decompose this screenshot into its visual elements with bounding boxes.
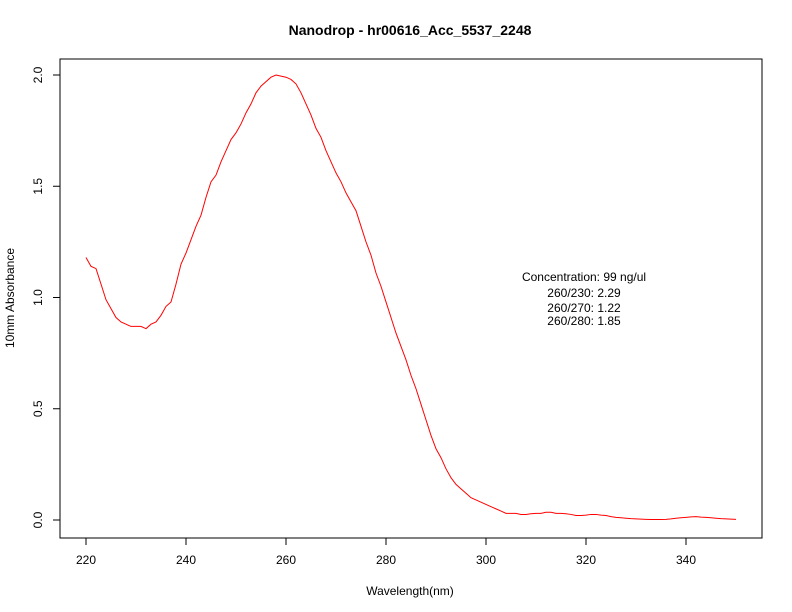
y-tick-label: 1.0 [31, 289, 45, 306]
y-tick-label: 0.5 [31, 400, 45, 417]
x-tick-label: 220 [76, 553, 96, 567]
ratio-260-270-text: 260/270: 1.22 [547, 301, 621, 315]
stats-annotation: Concentration: 99 ng/ul 260/230: 2.29 26… [522, 270, 646, 328]
chart-title: Nanodrop - hr00616_Acc_5537_2248 [289, 22, 532, 38]
y-tick-label: 2.0 [31, 66, 45, 83]
ratio-260-280-text: 260/280: 1.85 [547, 314, 621, 328]
y-tick-label: 0.0 [31, 511, 45, 528]
y-tick-label: 1.5 [31, 178, 45, 195]
x-axis-label: Wavelength(nm) [366, 584, 454, 598]
y-axis-label: 10mm Absorbance [3, 248, 17, 348]
x-axis: 220 240 260 280 300 320 340 [76, 537, 696, 567]
x-tick-label: 260 [276, 553, 296, 567]
ratio-260-230-text: 260/230: 2.29 [547, 286, 621, 300]
absorbance-line [85, 74, 737, 521]
x-tick-label: 340 [676, 553, 696, 567]
y-axis: 0.0 0.5 1.0 1.5 2.0 [31, 66, 61, 528]
concentration-text: Concentration: 99 ng/ul [522, 270, 646, 284]
plot-frame [59, 58, 763, 539]
x-tick-label: 320 [576, 553, 596, 567]
x-tick-label: 240 [176, 553, 196, 567]
x-tick-label: 300 [476, 553, 496, 567]
x-tick-label: 280 [376, 553, 396, 567]
